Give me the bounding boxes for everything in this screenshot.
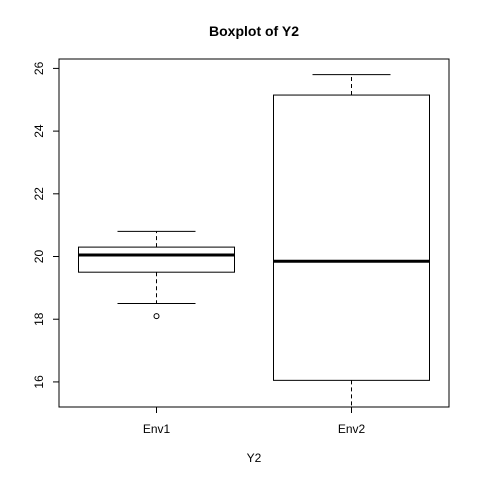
y-tick-label-18: 18 xyxy=(32,312,46,326)
box-env2 xyxy=(273,94,430,381)
x-axis-label: Y2 xyxy=(247,451,262,465)
y-tick-label-20: 20 xyxy=(32,250,46,264)
chart-title: Boxplot of Y2 xyxy=(209,23,299,39)
chart-marks xyxy=(78,74,430,408)
y-tick-label-26: 26 xyxy=(32,61,46,75)
x-tick-label-env2: Env2 xyxy=(338,422,366,436)
outlier-point-env1-1 xyxy=(153,313,160,320)
x-tick-label-env1: Env1 xyxy=(143,422,171,436)
y-tick-label-16: 16 xyxy=(32,375,46,389)
x-axis: Env1 Env2 xyxy=(143,407,366,436)
box-env1 xyxy=(78,246,235,273)
y-tick-label-22: 22 xyxy=(32,187,46,201)
y-axis: 16 18 20 22 24 26 xyxy=(32,61,59,389)
plot-frame xyxy=(58,58,450,408)
y-tick-label-24: 24 xyxy=(32,124,46,138)
